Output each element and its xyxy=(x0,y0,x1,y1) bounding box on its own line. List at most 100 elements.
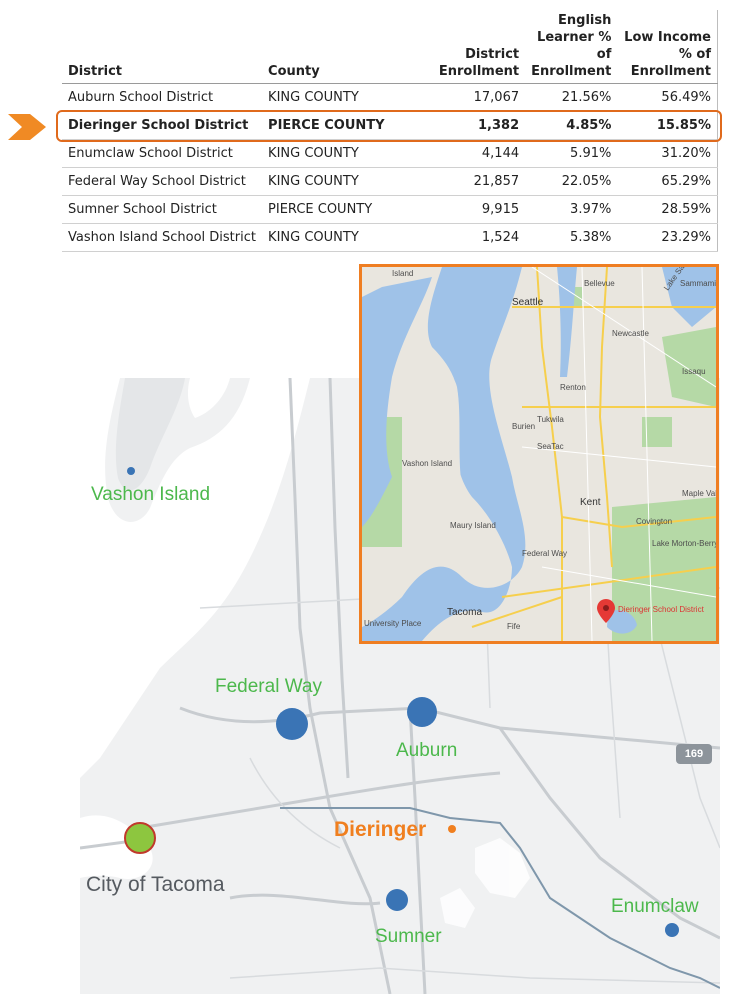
cell-english-learner: 5.38% xyxy=(525,223,618,252)
label-federal-way: Federal Way xyxy=(215,676,322,697)
cell-enrollment: 1,524 xyxy=(423,223,526,252)
header-li-line3: Enrollment xyxy=(630,64,711,79)
label-city-of-tacoma: City of Tacoma xyxy=(86,873,225,896)
sumner-marker xyxy=(386,889,408,911)
table-row: Enumclaw School District KING COUNTY 4,1… xyxy=(62,139,719,168)
inset-label-burien: Burien xyxy=(512,422,536,431)
inset-label-maple-valley: Maple Valley xyxy=(682,489,719,498)
table-row: Federal Way School District KING COUNTY … xyxy=(62,167,719,196)
cell-county: KING COUNTY xyxy=(262,139,424,168)
inset-label-vashon-island: Vashon Island xyxy=(402,459,453,468)
water-body xyxy=(80,815,153,879)
inset-label-island: Island xyxy=(392,269,414,278)
header-li-line2: % of xyxy=(678,47,711,62)
cell-low-income: 15.85% xyxy=(617,111,719,140)
cell-low-income: 23.29% xyxy=(617,223,719,252)
water-body xyxy=(187,378,230,418)
terrain-patch xyxy=(440,838,530,928)
local-roads xyxy=(521,267,716,641)
cell-district: Federal Way School District xyxy=(62,167,263,196)
dieringer-marker xyxy=(448,825,456,833)
inset-label-sammamish: Sammami xyxy=(680,279,717,288)
cell-low-income: 31.20% xyxy=(617,139,719,168)
cell-english-learner: 5.91% xyxy=(525,139,618,168)
district-table: District County District Enrollment Engl… xyxy=(62,10,719,252)
vashon-island-marker xyxy=(127,467,135,475)
cell-county: KING COUNTY xyxy=(262,83,424,112)
inset-label-covington: Covington xyxy=(636,517,673,526)
cell-english-learner: 21.56% xyxy=(525,83,618,112)
cell-county: PIERCE COUNTY xyxy=(262,111,424,140)
inset-label-bellevue: Bellevue xyxy=(584,279,615,288)
federal-way-marker xyxy=(276,708,308,740)
header-low-income: Low Income % of Enrollment xyxy=(617,10,719,84)
header-el-line3: of xyxy=(596,47,612,62)
enumclaw-marker xyxy=(665,923,679,937)
table-row: Sumner School District PIERCE COUNTY 9,9… xyxy=(62,195,719,224)
inset-label-seatac: SeaTac xyxy=(537,442,564,451)
cell-enrollment: 4,144 xyxy=(423,139,526,168)
cell-county: KING COUNTY xyxy=(262,167,424,196)
header-li-line1: Low Income xyxy=(624,30,711,45)
cell-english-learner: 22.05% xyxy=(525,167,618,196)
inset-label-newcastle: Newcastle xyxy=(612,329,649,338)
cell-county: KING COUNTY xyxy=(262,223,424,252)
header-english-learner: English Learner % of Enrollment xyxy=(525,10,618,84)
tacoma-marker xyxy=(124,822,156,854)
inset-map: Island Seattle Bellevue Sammami Lake Sam… xyxy=(359,264,719,644)
label-sumner: Sumner xyxy=(375,926,442,947)
inset-label-seattle: Seattle xyxy=(512,297,544,308)
highway-169-shield: 169 xyxy=(676,744,712,764)
inset-label-renton: Renton xyxy=(560,383,586,392)
inset-label-fife: Fife xyxy=(507,622,521,631)
chevron-right-icon xyxy=(8,114,46,140)
header-district: District xyxy=(62,10,263,84)
cell-district: Vashon Island School District xyxy=(62,223,263,252)
cell-enrollment: 21,857 xyxy=(423,167,526,196)
water-body xyxy=(80,378,310,778)
inset-label-maury-island: Maury Island xyxy=(450,521,496,530)
inset-map-base xyxy=(362,267,716,641)
cell-enrollment: 9,915 xyxy=(423,195,526,224)
table-row-highlighted: Dieringer School District PIERCE COUNTY … xyxy=(62,111,719,140)
inset-label-dieringer: Dieringer School District xyxy=(618,605,704,614)
label-vashon-island: Vashon Island xyxy=(91,484,211,505)
header-enrollment-line2: Enrollment xyxy=(438,64,520,79)
label-enumclaw: Enumclaw xyxy=(611,896,699,917)
county-border xyxy=(280,807,720,989)
map-pin-center xyxy=(603,605,609,611)
header-enrollment: District Enrollment xyxy=(423,10,526,84)
inset-label-tukwila: Tukwila xyxy=(537,415,564,424)
cell-district: Sumner School District xyxy=(62,195,263,224)
cell-enrollment: 17,067 xyxy=(423,83,526,112)
header-enrollment-line1: District xyxy=(465,47,520,62)
cell-county: PIERCE COUNTY xyxy=(262,195,424,224)
table-row: Auburn School District KING COUNTY 17,06… xyxy=(62,83,719,112)
highways xyxy=(471,267,716,641)
vashon-island-shape xyxy=(419,372,463,530)
inset-label-issaquah: Issaqu xyxy=(682,367,706,376)
cell-low-income: 56.49% xyxy=(617,83,719,112)
cell-english-learner: 3.97% xyxy=(525,195,618,224)
cell-district: Enumclaw School District xyxy=(62,139,263,168)
inset-label-university-place: University Place xyxy=(364,619,422,628)
table-header-row: District County District Enrollment Engl… xyxy=(62,10,719,84)
cell-low-income: 28.59% xyxy=(617,195,719,224)
label-auburn: Auburn xyxy=(396,740,458,761)
vashon-island-land xyxy=(115,378,185,491)
water-areas xyxy=(362,267,716,641)
cell-district: Dieringer School District xyxy=(62,111,263,140)
cell-low-income: 65.29% xyxy=(617,167,719,196)
header-county: County xyxy=(262,10,424,84)
inset-label-lake-morton: Lake Morton-Berrydale xyxy=(652,539,719,548)
header-el-line2: Learner % xyxy=(537,30,612,45)
cell-english-learner: 4.85% xyxy=(525,111,618,140)
district-table-container: District County District Enrollment Engl… xyxy=(62,10,719,252)
cell-enrollment: 1,382 xyxy=(423,111,526,140)
roads xyxy=(80,378,720,994)
header-el-line1: English xyxy=(558,13,612,28)
auburn-marker xyxy=(407,697,437,727)
inset-label-kent: Kent xyxy=(580,497,601,508)
table-row: Vashon Island School District KING COUNT… xyxy=(62,223,719,252)
inset-label-federal-way: Federal Way xyxy=(522,549,568,558)
